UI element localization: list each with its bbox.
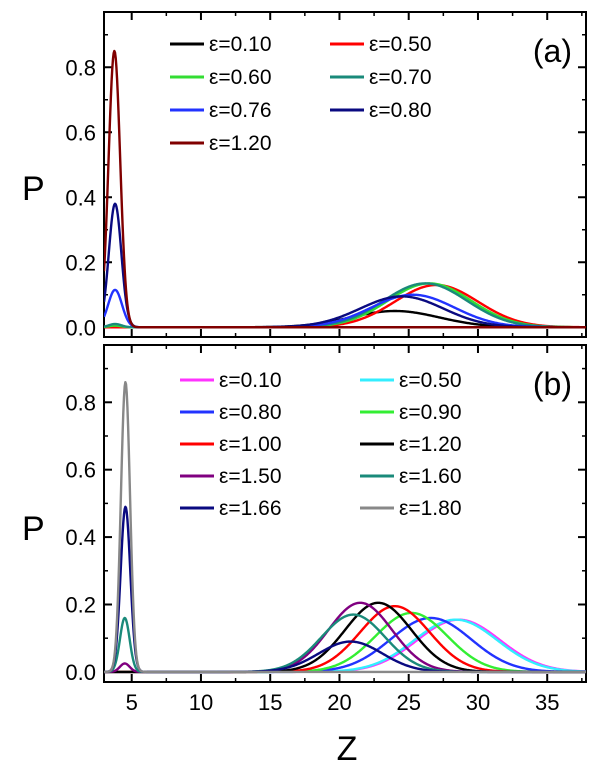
x-tick-label: 25 [396,690,420,715]
legend-label: ε=1.66 [219,497,282,520]
series-line [104,616,586,674]
series-group [104,49,586,329]
legend-label: ε=1.50 [219,465,282,488]
y-tick-label: 0.2 [65,592,96,617]
x-tick-label: 10 [189,690,213,715]
x-tick-label: 15 [258,690,282,715]
y-tick-label: 0.6 [65,458,96,483]
ylabel-a: P [22,170,45,208]
legend-label: ε=1.20 [399,433,462,456]
legend-label: ε=0.60 [209,66,272,89]
panel-b: 0.0 0.2 0.4 0.6 0.8 5 10 15 20 25 30 35 (b) ε=0.10 ε=0… [65,344,587,715]
plot-frame [103,11,587,338]
plot-frame [103,344,587,683]
panel-label: (b) [533,366,572,402]
legend-label: ε=0.50 [369,33,432,56]
legend-label: ε=1.20 [209,132,272,155]
ylabel-b: P [22,510,45,548]
legend-label: ε=0.70 [369,66,432,89]
y-tick-label: 0.4 [65,185,96,210]
series-line [104,613,586,674]
y-tick-label: 0.8 [65,55,96,80]
legend-label: ε=0.10 [209,33,272,56]
legend-label: ε=1.80 [399,497,462,520]
legend-label: ε=0.80 [369,99,432,122]
x-tick-label: 30 [466,690,490,715]
series-line [104,49,586,329]
legend-label: ε=1.60 [399,465,462,488]
x-tick-label: 35 [535,690,559,715]
y-tick-label: 0.0 [65,315,96,340]
panel-label: (a) [533,33,572,69]
x-tick-label: 5 [126,690,138,715]
xlabel: Z [337,730,358,767]
x-tick-label: 20 [327,690,351,715]
series-line [104,618,586,674]
legend-label: ε=0.80 [219,401,282,424]
legend-label: ε=0.90 [399,401,462,424]
series-line [104,380,586,674]
legend-label: ε=1.00 [219,433,282,456]
y-tick-label: 0.0 [65,660,96,685]
y-tick-label: 0.2 [65,250,96,275]
panel-a: 0.0 0.2 0.4 0.6 0.8 (a) ε=0.10 ε=0.50 ε=0.60 ε=0.… [65,11,587,340]
series-line [104,618,586,674]
y-tick-label: 0.8 [65,390,96,415]
series-group [104,380,586,674]
y-tick-label: 0.4 [65,525,96,550]
legend-label: ε=0.10 [219,369,282,392]
legend-label: ε=0.50 [399,369,462,392]
y-tick-label: 0.6 [65,120,96,145]
series-line [104,202,586,329]
legend-label: ε=0.76 [209,99,272,122]
